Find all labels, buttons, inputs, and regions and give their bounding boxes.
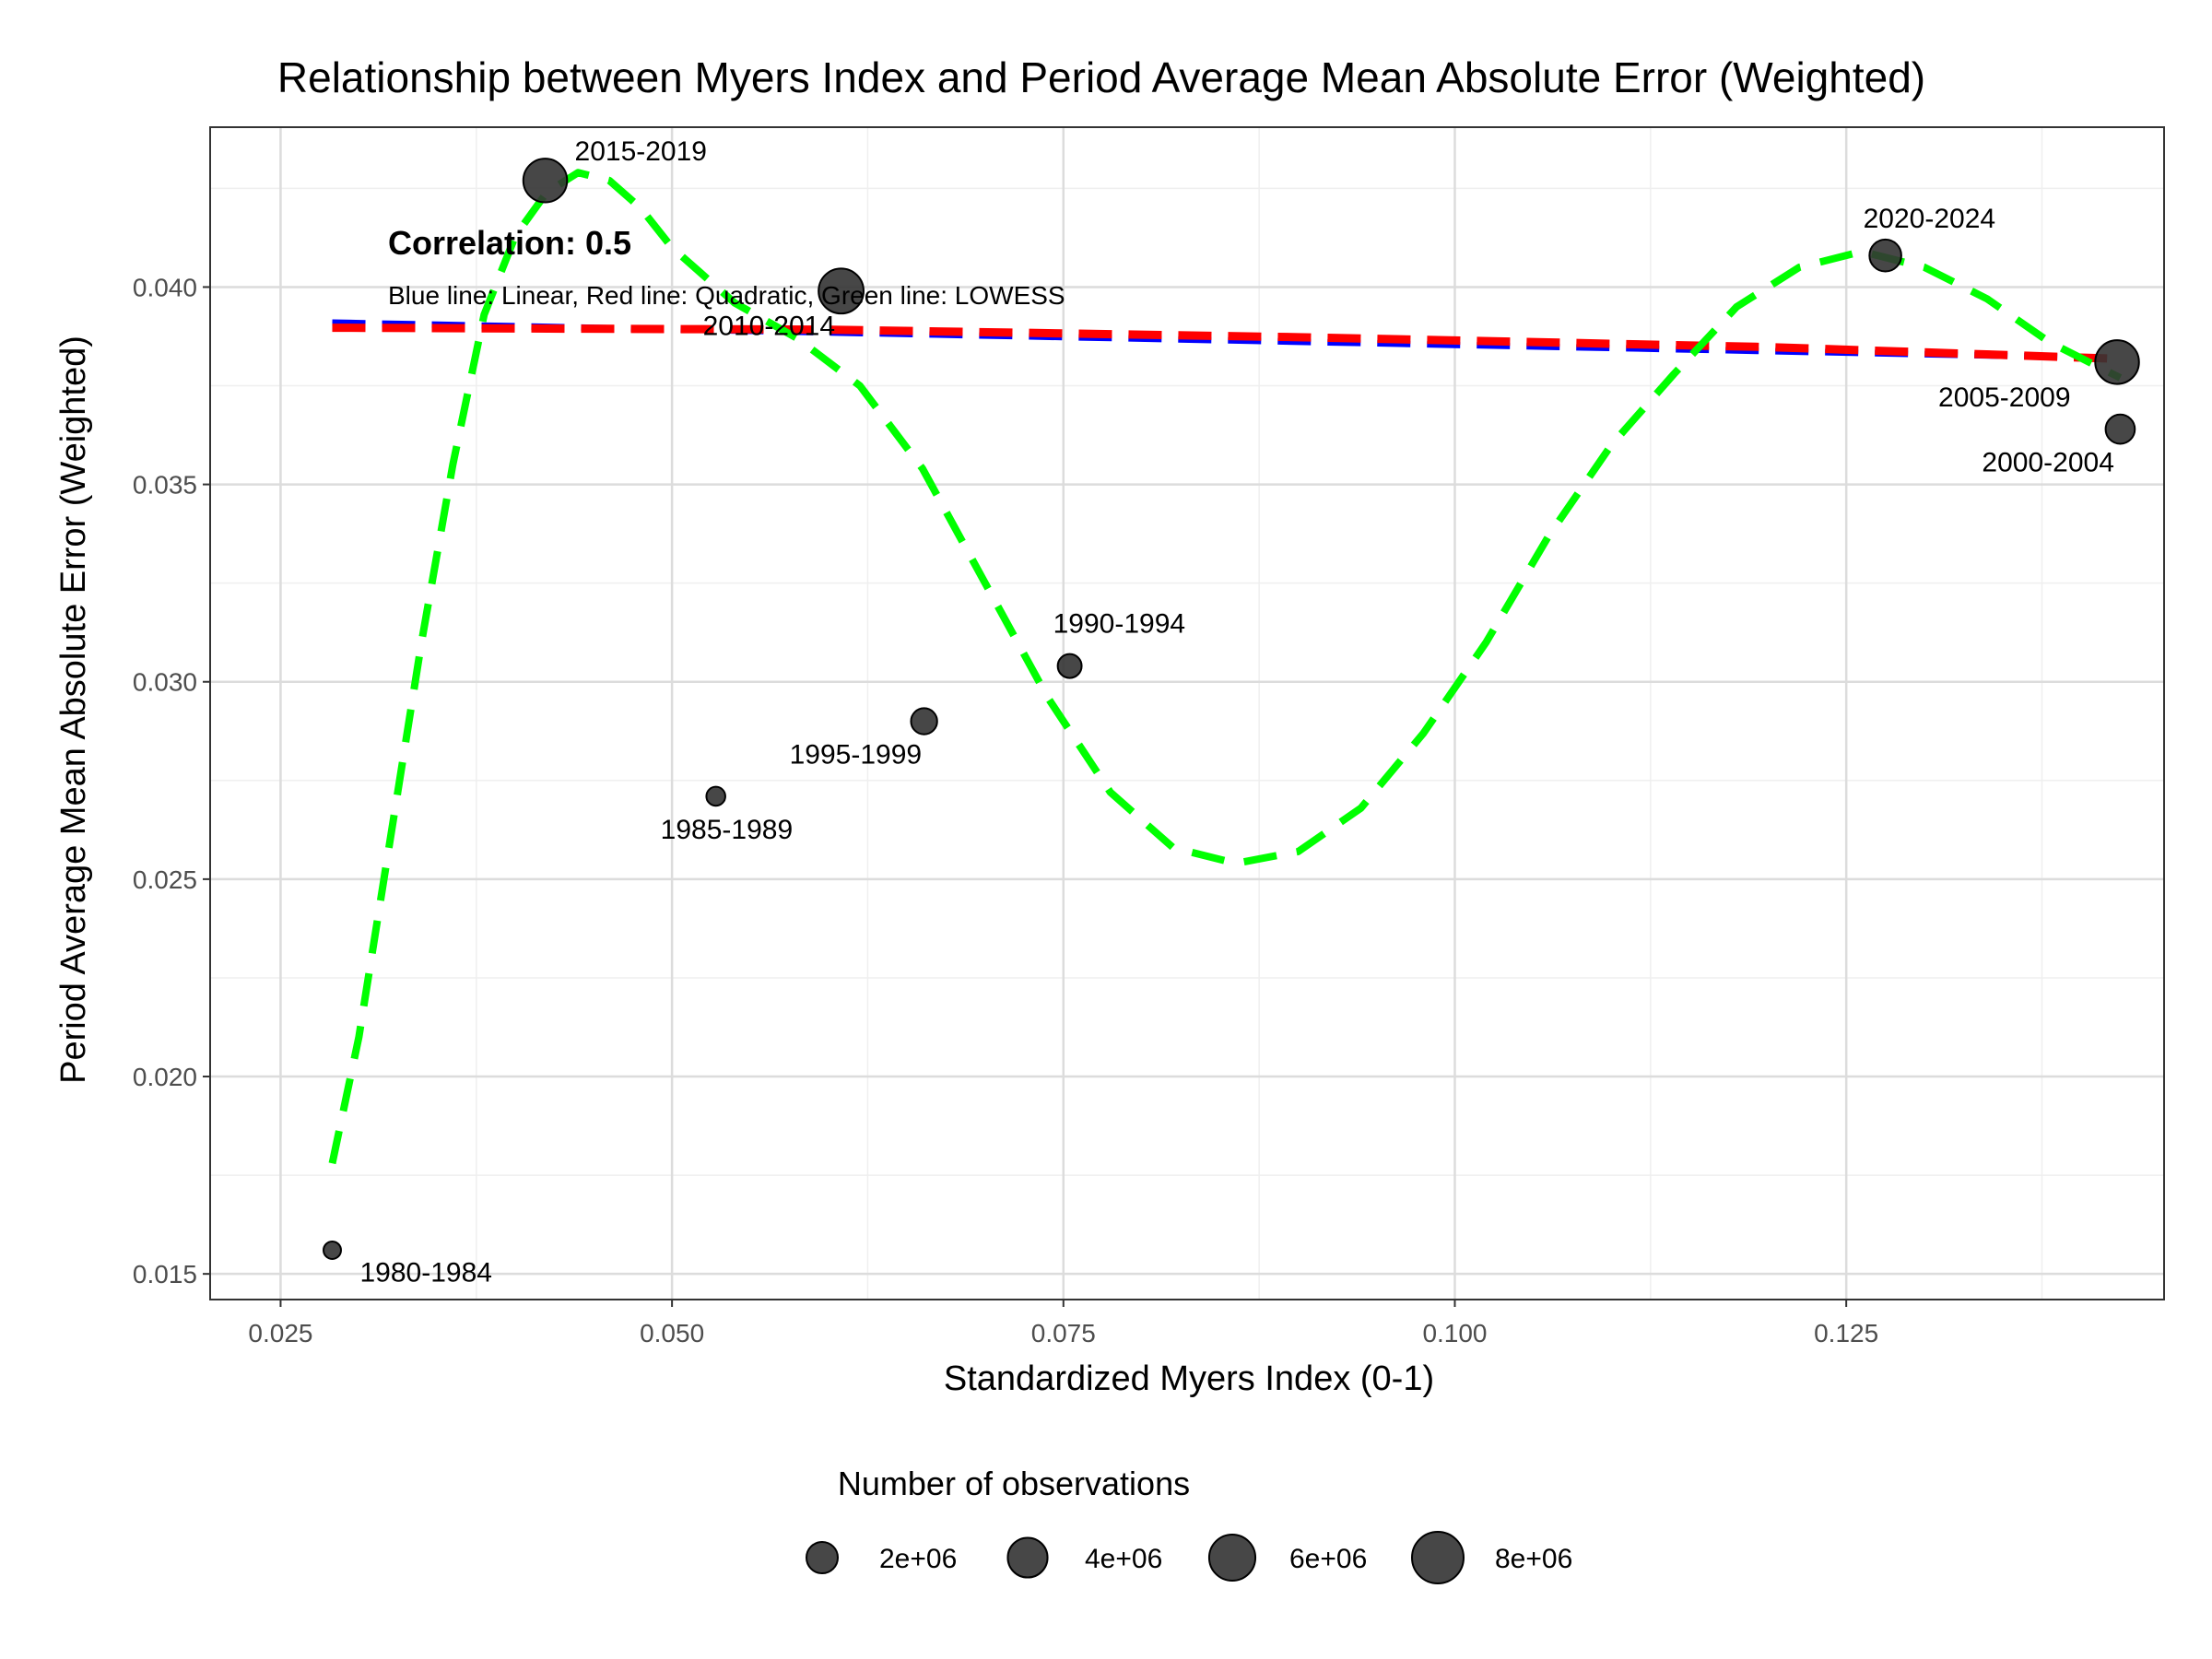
data-point [2094, 339, 2140, 385]
size-legend: Number of observations 2e+06 4e+06 6e+06 8e… [806, 1465, 1572, 1584]
data-point [2104, 413, 2136, 445]
panel-border [209, 126, 2165, 1300]
y-tick-label: 0.015 [133, 1260, 197, 1288]
y-tick-label: 0.040 [133, 273, 197, 301]
correlation-annotation: Correlation: 0.5 [388, 224, 631, 262]
legend-items: 2e+06 4e+06 6e+06 8e+06 [806, 1531, 1572, 1584]
y-tick-label: 0.025 [133, 865, 197, 894]
point-label: 2005-2009 [1938, 382, 2070, 413]
legend-key [1207, 1533, 1257, 1583]
x-axis-title: Standardized Myers Index (0-1) [944, 1359, 1434, 1398]
x-tick-label: 0.050 [640, 1319, 704, 1347]
point-label: 2010-2014 [703, 312, 835, 342]
fit-line-quadratic [332, 324, 2121, 363]
legend-key [1006, 1536, 1049, 1579]
data-point [1056, 653, 1083, 679]
x-tick-label: 0.025 [248, 1319, 312, 1347]
data-point [818, 267, 865, 315]
x-tick-label: 0.125 [1814, 1319, 1878, 1347]
point-label: 1995-1999 [790, 740, 922, 771]
point-label: 1980-1984 [360, 1257, 492, 1288]
x-axis-ticks: 0.025 0.050 0.075 0.100 0.125 [248, 1300, 1878, 1347]
fit-lines-note: Blue line: Linear, Red line: Quadratic, … [388, 281, 1065, 310]
data-points [323, 158, 2140, 1260]
data-point [323, 1240, 342, 1260]
y-tick-label: 0.035 [133, 471, 197, 500]
y-axis-ticks: 0.015 0.020 0.025 0.030 0.035 0.040 [133, 273, 210, 1288]
y-axis-title: Period Average Mean Absolute Error (Weig… [54, 335, 93, 1084]
legend-label: 4e+06 [1085, 1544, 1162, 1574]
y-tick-label: 0.020 [133, 1063, 197, 1091]
x-tick-label: 0.100 [1422, 1319, 1487, 1347]
point-label: 2000-2004 [1982, 448, 2113, 478]
x-tick-label: 0.075 [1031, 1319, 1096, 1347]
point-labels: 1980-1984 1985-1989 1990-1994 1995-1999 2000… [360, 136, 2114, 1288]
y-tick-label: 0.030 [133, 668, 197, 697]
fit-lines [328, 169, 2123, 1165]
point-label: 2015-2019 [575, 136, 707, 167]
legend-label: 8e+06 [1495, 1544, 1572, 1574]
fit-line-lowess [328, 169, 2123, 1165]
point-label: 1985-1989 [661, 815, 793, 845]
legend-key [806, 1541, 839, 1574]
legend-title: Number of observations [838, 1465, 1190, 1502]
point-label: 1990-1994 [1053, 609, 1185, 640]
legend-label: 2e+06 [879, 1544, 957, 1574]
chart-title: Relationship between Myers Index and Per… [277, 53, 1925, 101]
data-point [522, 158, 569, 204]
data-point [1868, 238, 1902, 273]
data-point [910, 707, 938, 735]
point-label: 2020-2024 [1864, 204, 1995, 234]
data-point [705, 785, 726, 807]
legend-key [1411, 1531, 1465, 1584]
legend-label: 6e+06 [1289, 1544, 1367, 1574]
